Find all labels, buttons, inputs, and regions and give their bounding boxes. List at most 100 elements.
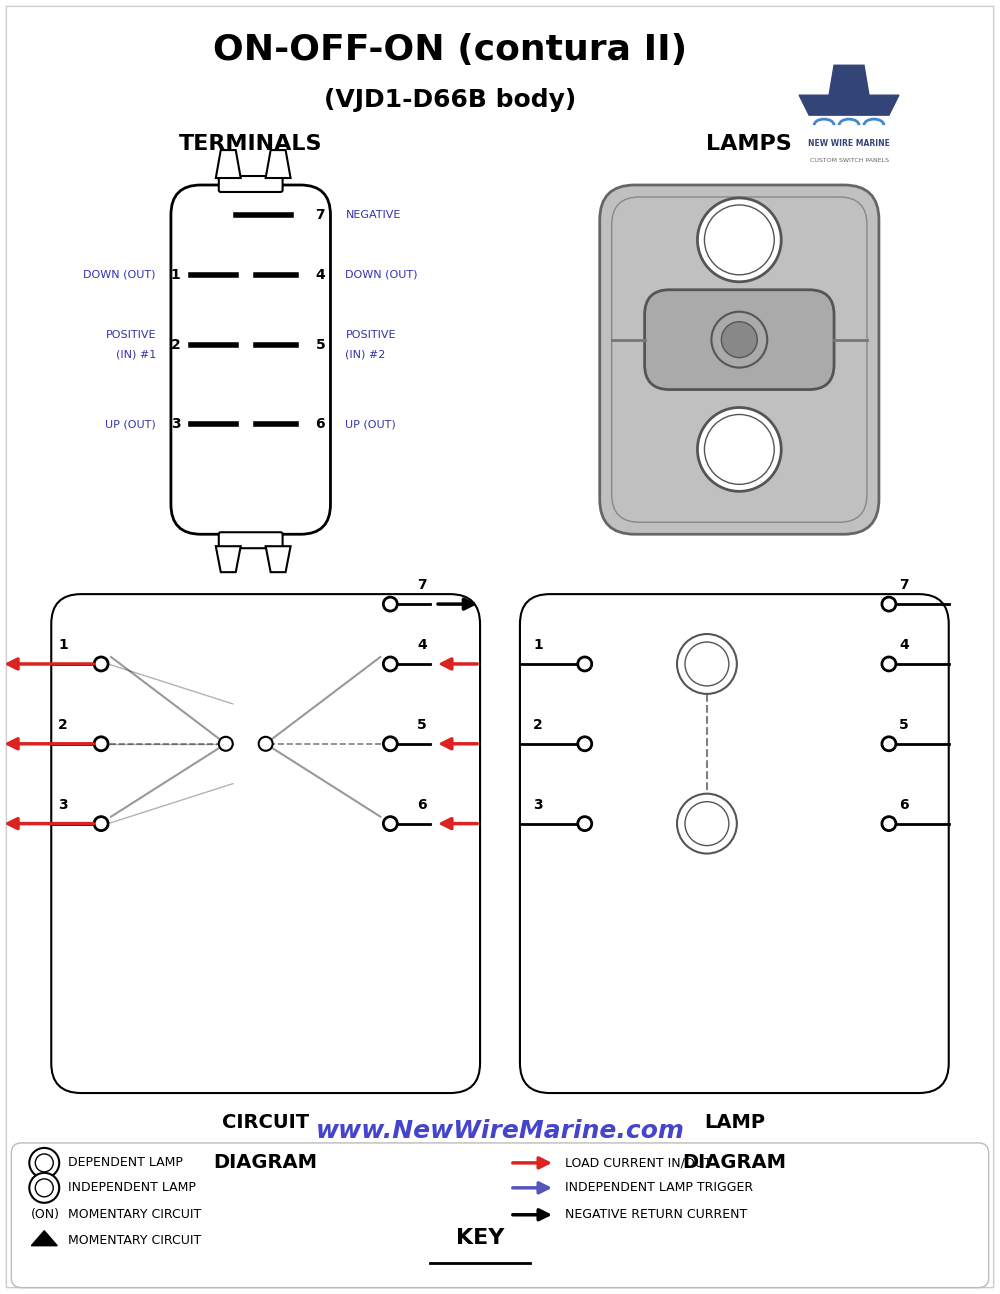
Text: CUSTOM SWITCH PANELS: CUSTOM SWITCH PANELS — [810, 158, 889, 163]
Text: 4: 4 — [316, 268, 325, 282]
Text: POSITIVE: POSITIVE — [105, 330, 156, 339]
Text: DOWN (OUT): DOWN (OUT) — [345, 270, 418, 280]
Text: DOWN (OUT): DOWN (OUT) — [83, 270, 156, 280]
Circle shape — [685, 642, 729, 686]
Circle shape — [711, 312, 767, 367]
Text: 1: 1 — [533, 638, 543, 652]
Text: D: D — [41, 1158, 48, 1167]
Text: 6: 6 — [316, 418, 325, 431]
Circle shape — [704, 204, 774, 274]
Circle shape — [578, 736, 592, 751]
Text: 7: 7 — [899, 578, 909, 593]
Text: I: I — [43, 1183, 46, 1192]
Circle shape — [685, 802, 729, 845]
FancyBboxPatch shape — [11, 1143, 989, 1288]
Text: 4: 4 — [417, 638, 427, 652]
Text: KEY: KEY — [456, 1228, 504, 1247]
Text: D: D — [702, 659, 712, 669]
Circle shape — [721, 322, 757, 357]
Text: 7: 7 — [417, 578, 427, 593]
Text: UP (OUT): UP (OUT) — [105, 419, 156, 430]
FancyBboxPatch shape — [51, 594, 480, 1093]
Text: 5: 5 — [316, 338, 325, 352]
Polygon shape — [266, 150, 291, 179]
Circle shape — [882, 657, 896, 672]
Circle shape — [94, 736, 108, 751]
Circle shape — [882, 597, 896, 611]
Circle shape — [578, 817, 592, 831]
Circle shape — [578, 657, 592, 672]
Circle shape — [882, 817, 896, 831]
Circle shape — [383, 657, 397, 672]
Text: 2: 2 — [58, 718, 68, 732]
Text: LOAD CURRENT IN/OUT: LOAD CURRENT IN/OUT — [565, 1157, 711, 1170]
Text: (IN) #2: (IN) #2 — [345, 349, 386, 360]
Circle shape — [35, 1179, 53, 1197]
Text: 1: 1 — [171, 268, 181, 282]
Polygon shape — [829, 65, 869, 96]
FancyBboxPatch shape — [612, 197, 867, 523]
FancyBboxPatch shape — [219, 176, 283, 192]
FancyBboxPatch shape — [645, 290, 834, 389]
Text: 1: 1 — [58, 638, 68, 652]
Circle shape — [697, 198, 781, 282]
Circle shape — [383, 597, 397, 611]
Text: 6: 6 — [417, 797, 427, 811]
Text: DIAGRAM: DIAGRAM — [214, 1153, 318, 1172]
Text: TERMINALS: TERMINALS — [179, 135, 322, 154]
Text: www.NewWireMarine.com: www.NewWireMarine.com — [316, 1119, 684, 1143]
Circle shape — [35, 1154, 53, 1172]
FancyBboxPatch shape — [219, 532, 283, 549]
Text: 3: 3 — [58, 797, 68, 811]
Polygon shape — [216, 150, 241, 179]
Circle shape — [383, 817, 397, 831]
Polygon shape — [31, 1231, 57, 1246]
Text: UP (OUT): UP (OUT) — [345, 419, 396, 430]
Text: POSITIVE: POSITIVE — [345, 330, 396, 339]
Text: 7: 7 — [316, 208, 325, 223]
Circle shape — [219, 736, 233, 751]
Text: (IN) #1: (IN) #1 — [116, 349, 156, 360]
Circle shape — [29, 1148, 59, 1178]
Circle shape — [29, 1172, 59, 1203]
Circle shape — [677, 793, 737, 854]
Text: 3: 3 — [533, 797, 543, 811]
FancyBboxPatch shape — [171, 185, 330, 534]
Text: 3: 3 — [171, 418, 181, 431]
Text: NEW WIRE MARINE: NEW WIRE MARINE — [808, 138, 890, 148]
Text: CIRCUIT: CIRCUIT — [222, 1113, 309, 1132]
Circle shape — [94, 657, 108, 672]
Text: ON-OFF-ON (contura II): ON-OFF-ON (contura II) — [213, 34, 687, 67]
Circle shape — [697, 408, 781, 492]
Circle shape — [677, 634, 737, 694]
Polygon shape — [799, 96, 899, 115]
Text: 5: 5 — [899, 718, 909, 732]
Text: (VJD1-D66B body): (VJD1-D66B body) — [324, 88, 576, 113]
Text: INDEPENDENT LAMP TRIGGER: INDEPENDENT LAMP TRIGGER — [565, 1181, 753, 1194]
Text: D: D — [734, 233, 744, 246]
Text: DIAGRAM: DIAGRAM — [682, 1153, 786, 1172]
Text: 2: 2 — [171, 338, 181, 352]
Text: DEPENDENT LAMP: DEPENDENT LAMP — [68, 1157, 183, 1170]
Text: LAMPS: LAMPS — [706, 135, 792, 154]
Circle shape — [94, 817, 108, 831]
Text: 4: 4 — [899, 638, 909, 652]
Text: (ON): (ON) — [31, 1209, 60, 1222]
Text: LAMP: LAMP — [704, 1113, 765, 1132]
Text: 5: 5 — [417, 718, 427, 732]
Text: 6: 6 — [899, 797, 909, 811]
FancyBboxPatch shape — [600, 185, 879, 534]
Circle shape — [882, 736, 896, 751]
Text: NEGATIVE RETURN CURRENT: NEGATIVE RETURN CURRENT — [565, 1209, 747, 1222]
Polygon shape — [266, 546, 291, 572]
FancyBboxPatch shape — [520, 594, 949, 1093]
Text: MOMENTARY CIRCUIT: MOMENTARY CIRCUIT — [68, 1209, 201, 1222]
Circle shape — [383, 736, 397, 751]
Polygon shape — [216, 546, 241, 572]
Text: 2: 2 — [533, 718, 543, 732]
Text: MOMENTARY CIRCUIT: MOMENTARY CIRCUIT — [68, 1234, 201, 1247]
Circle shape — [259, 736, 273, 751]
Text: NEGATIVE: NEGATIVE — [345, 210, 401, 220]
Text: D: D — [702, 819, 712, 828]
Text: D: D — [734, 443, 744, 455]
